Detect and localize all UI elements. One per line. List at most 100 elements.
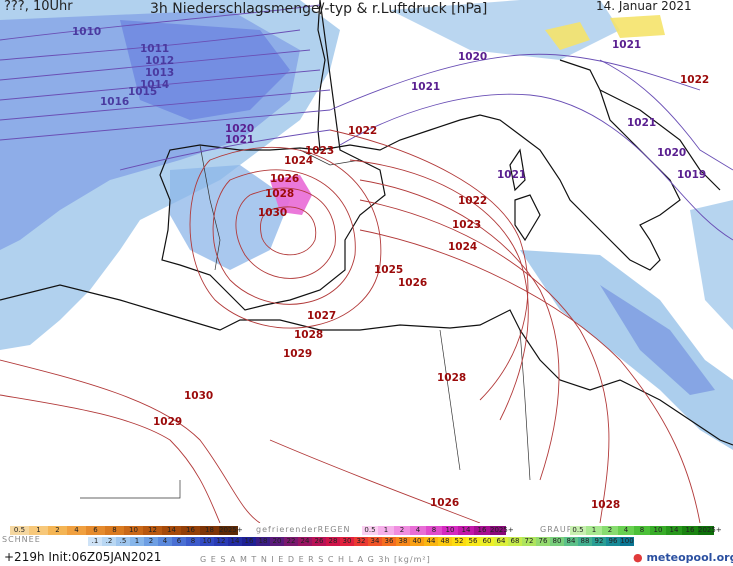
isobars-red xyxy=(0,129,701,523)
freezing-label: gefrierenderREGEN xyxy=(256,525,351,534)
snow-scale-cell: 1 xyxy=(29,526,48,535)
legend: SCHNEE gefrierenderREGEN GRAUPEL G E S A… xyxy=(0,523,733,566)
brand-text: meteopool.org xyxy=(646,551,733,564)
isobar-label: 1015 xyxy=(128,86,157,98)
total-scale-cell: 32 xyxy=(354,537,368,546)
freezing-scale-cell: 10 xyxy=(442,526,458,535)
total-scale-cell: 26 xyxy=(312,537,326,546)
total-scale-cell: .5 xyxy=(116,537,130,546)
isobar-label: 1020 xyxy=(458,51,487,63)
isobar-label: 1011 xyxy=(140,43,169,55)
total-scale-cell: 16 xyxy=(242,537,256,546)
isobar-label: 1026 xyxy=(270,173,299,185)
isobar-label: 1028 xyxy=(265,188,294,200)
weather-map: ???, 10Uhr 3h Niederschlagsmenge/-typ & … xyxy=(0,0,733,523)
precip-yellow-alps2 xyxy=(610,15,665,38)
snow-scale-cell: 16 xyxy=(181,526,200,535)
isobar-label: 1022 xyxy=(348,125,377,137)
graupel-scale-cell: 10 xyxy=(650,526,666,535)
isobar-label: 1021 xyxy=(411,81,440,93)
isobar-label: 1020 xyxy=(657,147,686,159)
precip-heavy-nw xyxy=(120,20,290,120)
total-scale-cell: 34 xyxy=(368,537,382,546)
isobar-label: 1010 xyxy=(72,26,101,38)
precip-east-med-heavy xyxy=(600,285,715,395)
header-title: 3h Niederschlagsmenge/-typ & r.Luftdruck… xyxy=(150,1,487,17)
isobar-label: 1028 xyxy=(591,499,620,511)
freezing-scale-cell: 14 xyxy=(458,526,474,535)
isobars-purple xyxy=(0,4,733,241)
graupel-scale-cell: 1 xyxy=(586,526,602,535)
total-scale-cell: 48 xyxy=(438,537,452,546)
snow-scale-cell: 4 xyxy=(67,526,86,535)
isobar-label: 1020 xyxy=(225,123,254,135)
isobar-labels: 1010101110121013101410151016102010211020… xyxy=(72,26,709,511)
snow-scale-cell: 10 xyxy=(124,526,143,535)
total-scale-cell: 96 xyxy=(606,537,620,546)
isobar-label: 1021 xyxy=(627,117,656,129)
isobar-label: 1029 xyxy=(283,348,312,360)
isobar-label: 1030 xyxy=(258,207,287,219)
snow-scale-cell: 0.5 xyxy=(10,526,29,535)
isobar-label: 1022 xyxy=(680,74,709,86)
total-scale-cell: 10 xyxy=(200,537,214,546)
isobar-label: 1019 xyxy=(677,169,706,181)
header-left: ???, 10Uhr xyxy=(4,0,73,14)
country-borders xyxy=(80,144,531,499)
isobar-label: 1029 xyxy=(153,416,182,428)
freezing-scale-cell: 8 xyxy=(426,526,442,535)
total-scale-cell: 4 xyxy=(158,537,172,546)
freezing-scale-cell: 2025+ xyxy=(490,526,514,535)
graupel-scale-cell: 8 xyxy=(634,526,650,535)
isobar-label: 1021 xyxy=(497,169,526,181)
total-scale-cell: 68 xyxy=(508,537,522,546)
isobar-label: 1021 xyxy=(225,134,254,146)
total-scale-cell: 64 xyxy=(494,537,508,546)
isobar-label: 1013 xyxy=(145,67,174,79)
isobar-label: 1012 xyxy=(145,55,174,67)
brand-icon: ● xyxy=(633,551,643,564)
total-scale-cell: 1 xyxy=(130,537,144,546)
total-scale-cell: 72 xyxy=(522,537,536,546)
freezing-scale-cell: 1 xyxy=(378,526,394,535)
snow-label: SCHNEE xyxy=(2,535,41,544)
total-scale-cell: .2 xyxy=(102,537,116,546)
total-scale-cell: 28 xyxy=(326,537,340,546)
freezing-scale-cell: 16 xyxy=(474,526,490,535)
total-scale-cell: 36 xyxy=(382,537,396,546)
graupel-scale-cell: 14 xyxy=(666,526,682,535)
graupel-label: GRAUPEL xyxy=(540,525,585,534)
isobar-label: 1028 xyxy=(294,329,323,341)
snow-scale-cell: 2 xyxy=(48,526,67,535)
total-scale-cell: .1 xyxy=(88,537,102,546)
snow-scale-cell: 12 xyxy=(143,526,162,535)
freezing-scale-cell: 2 xyxy=(394,526,410,535)
precipitation-areas xyxy=(0,0,733,450)
precip-yellow-alps xyxy=(545,22,590,50)
isobar-label: 1023 xyxy=(452,219,481,231)
isobar-label: 1016 xyxy=(100,96,129,108)
graupel-scale-cell: 0.5 xyxy=(570,526,586,535)
total-scale-cell: 52 xyxy=(452,537,466,546)
total-scale-cell: 56 xyxy=(466,537,480,546)
isobar-label: 1025 xyxy=(374,264,403,276)
total-scale-cell: 6 xyxy=(172,537,186,546)
snow-scale-cell: 2025+ xyxy=(219,526,243,535)
precip-east-med xyxy=(520,250,733,450)
header-date: 14. Januar 2021 xyxy=(596,0,692,13)
total-scale-cell: 44 xyxy=(424,537,438,546)
isobar-label: 1023 xyxy=(305,145,334,157)
freezing-scale-cell: 0.5 xyxy=(362,526,378,535)
total-scale-cell: 92 xyxy=(592,537,606,546)
total-scale-cell: 12 xyxy=(214,537,228,546)
total-scale-cell: 14 xyxy=(228,537,242,546)
snow-scale-cell: 8 xyxy=(105,526,124,535)
total-scale-cell: 22 xyxy=(284,537,298,546)
total-scale-cell: 30 xyxy=(340,537,354,546)
graupel-scale-cell: 4 xyxy=(618,526,634,535)
graupel-scale-cell: 2 xyxy=(602,526,618,535)
total-scale-cell: 80 xyxy=(550,537,564,546)
total-scale-cell: 60 xyxy=(480,537,494,546)
total-precip-label: G E S A M T N I E D E R S C H L A G 3h [… xyxy=(200,555,431,564)
total-scale-cell: 38 xyxy=(396,537,410,546)
